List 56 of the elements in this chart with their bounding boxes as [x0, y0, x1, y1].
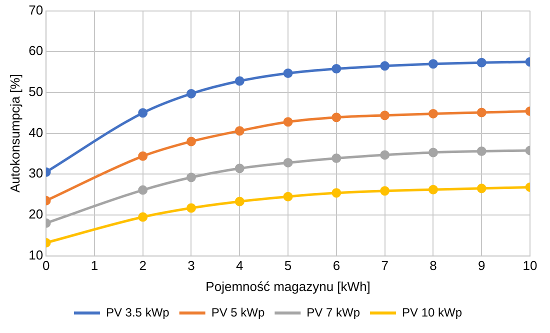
point [186, 172, 196, 182]
point [428, 59, 438, 69]
x-tick-label: 8 [430, 258, 437, 274]
legend-label: PV 10 kWp [402, 305, 462, 320]
point [476, 108, 486, 118]
legend-label: PV 5 kWp [211, 305, 265, 320]
point [380, 110, 390, 120]
y-axis-title: Autokonsumpcja [%] [7, 74, 22, 193]
x-tick-label: 9 [478, 258, 486, 274]
point [186, 203, 196, 213]
y-tick-label: 30 [28, 166, 44, 181]
x-tick-label: 0 [42, 258, 50, 274]
point [138, 185, 148, 195]
point [138, 151, 148, 161]
point [332, 153, 342, 163]
point [283, 192, 293, 202]
x-tick-label: 3 [188, 258, 195, 274]
point [332, 64, 342, 74]
y-tick-label: 10 [28, 247, 44, 262]
legend-label: PV 3.5 kWp [106, 305, 170, 320]
point [283, 117, 293, 127]
point [476, 146, 486, 156]
x-tick-label: 2 [139, 258, 146, 274]
x-axis-title: Pojemność magazynu [kWh] [206, 278, 370, 294]
x-tick-label: 5 [284, 258, 292, 274]
x-tick-label: 1 [90, 258, 98, 274]
y-tick-label: 60 [28, 43, 44, 58]
x-tick-label: 7 [381, 258, 388, 274]
point [428, 148, 438, 158]
point [332, 112, 342, 122]
point [186, 88, 196, 98]
point [380, 61, 390, 71]
point [332, 188, 342, 198]
legend-label: PV 7 kWp [306, 305, 360, 320]
y-tick-label: 40 [28, 124, 44, 140]
point [234, 196, 244, 206]
y-tick-label: 20 [28, 206, 44, 222]
point [234, 126, 244, 136]
point [380, 186, 390, 196]
point [283, 68, 293, 78]
point [428, 184, 438, 194]
point [234, 76, 244, 86]
point [138, 108, 148, 118]
point [186, 136, 196, 146]
point [476, 58, 486, 68]
y-tick-label: 50 [28, 84, 44, 100]
point [476, 184, 486, 194]
point [380, 150, 390, 160]
point [234, 164, 244, 174]
point [138, 212, 148, 222]
point [283, 158, 293, 168]
x-tick-label: 4 [236, 258, 244, 274]
y-tick-label: 70 [28, 2, 44, 18]
point [428, 108, 438, 118]
x-tick-label: 6 [332, 258, 340, 274]
x-tick-label: 10 [522, 258, 538, 274]
